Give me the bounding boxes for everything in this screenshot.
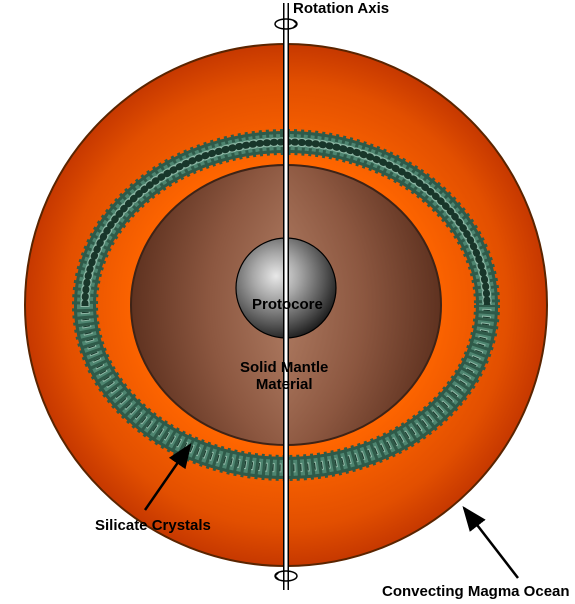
diagram-stage: Rotation Axis Protocore Solid Mantle Mat…: [0, 0, 575, 604]
arrow-magma: [464, 508, 518, 578]
planet-cross-section: [0, 0, 575, 604]
